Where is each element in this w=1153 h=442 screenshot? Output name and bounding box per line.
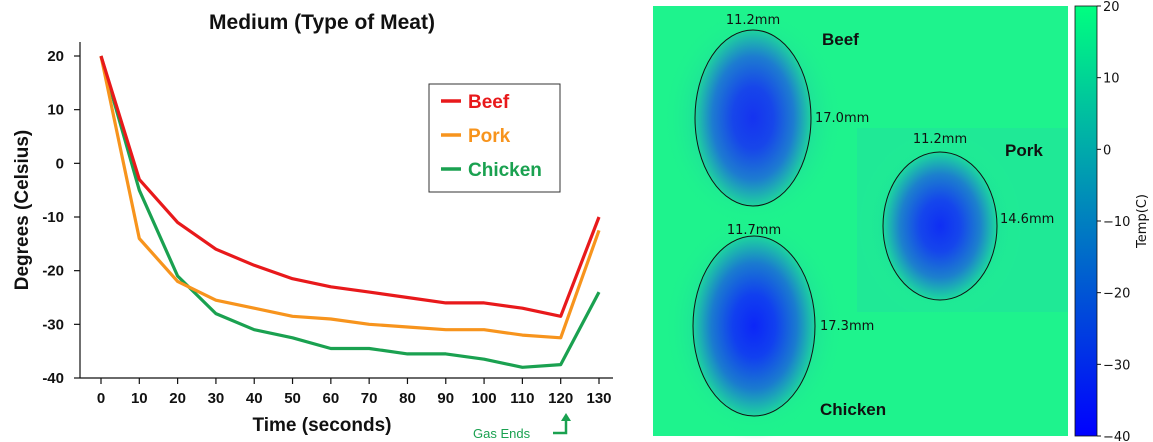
beef-region: 11.2mm 17.0mm Beef [661, 6, 869, 230]
chart-title: Medium (Type of Meat) [209, 11, 435, 34]
chicken-ellipse [692, 235, 816, 417]
colorbar-label: Temp(C) [1135, 194, 1150, 249]
x-tick-label: 20 [169, 390, 186, 407]
legend-label-beef: Beef [468, 92, 510, 113]
colorbar-tick-label: −20 [1103, 287, 1130, 302]
x-axis-ticks: 0 10 20 30 40 50 60 70 80 90 100 110 120 130 [97, 378, 612, 407]
series-line-beef [99, 55, 601, 318]
x-tick-label: 110 [510, 390, 534, 407]
y-tick-label: 20 [47, 48, 64, 65]
colorbar: 20 10 0 −10 −20 −30 −40 Temp(C) [1074, 0, 1150, 442]
x-tick-label: 0 [97, 390, 105, 407]
chicken-width-label: 11.7mm [727, 223, 781, 238]
series-line-chicken [99, 55, 601, 369]
legend: Beef Pork Chicken [428, 83, 561, 193]
y-axis-label: Degrees (Celsius) [12, 130, 33, 291]
y-tick-label: -30 [42, 316, 64, 333]
gas-ends-annotation: Gas Ends [473, 413, 571, 441]
beef-ellipse [694, 29, 812, 207]
gas-ends-label: Gas Ends [473, 426, 531, 441]
heatmap-panel: 11.2mm 17.0mm Beef 11.2mm 14.6mm Pork 11… [653, 6, 1068, 440]
colorbar-ticks: 20 10 0 −10 −20 −30 −40 [1097, 0, 1130, 442]
pork-label: Pork [1005, 141, 1043, 160]
x-tick-label: 60 [323, 390, 340, 407]
x-tick-label: 90 [437, 390, 454, 407]
y-tick-label: 10 [47, 102, 64, 119]
y-axis-ticks: 20 10 0 -10 -20 -30 -40 [42, 48, 80, 387]
x-tick-label: 50 [284, 390, 301, 407]
legend-label-pork: Pork [468, 126, 511, 147]
x-tick-label: 10 [131, 390, 148, 407]
y-tick-label: -10 [42, 209, 64, 226]
series-line-pork [99, 55, 601, 340]
x-tick-label: 30 [208, 390, 225, 407]
y-tick-label: -20 [42, 263, 64, 280]
y-tick-label: 0 [56, 155, 64, 172]
colorbar-tick-label: 20 [1103, 0, 1120, 15]
x-tick-label: 70 [361, 390, 378, 407]
pork-ellipse [882, 151, 998, 301]
chicken-height-label: 17.3mm [820, 319, 874, 334]
x-tick-label: 80 [399, 390, 416, 407]
colorbar-tick-label: 10 [1103, 72, 1120, 87]
colorbar-gradient [1074, 5, 1098, 437]
pork-height-label: 14.6mm [1000, 212, 1054, 227]
beef-width-label: 11.2mm [726, 13, 780, 28]
beef-height-label: 17.0mm [815, 111, 869, 126]
x-tick-label: 100 [472, 390, 497, 407]
colorbar-tick-label: −30 [1103, 358, 1130, 373]
beef-label: Beef [822, 30, 859, 49]
x-axis-label: Time (seconds) [252, 415, 391, 436]
colorbar-tick-label: −40 [1103, 430, 1130, 442]
colorbar-tick-label: 0 [1103, 143, 1111, 158]
x-tick-label: 40 [246, 390, 263, 407]
pork-width-label: 11.2mm [913, 132, 967, 147]
line-chart: Medium (Type of Meat) 20100-10-20-30-40 … [12, 11, 613, 441]
chicken-label: Chicken [820, 400, 886, 419]
gas-ends-arrowhead-icon [561, 413, 571, 421]
y-tick-label: -40 [42, 370, 64, 387]
gas-ends-arrow-icon [553, 420, 568, 435]
x-tick-label: 120 [548, 390, 573, 407]
chicken-region: 11.7mm 17.3mm Chicken [662, 212, 886, 440]
legend-label-chicken: Chicken [468, 160, 542, 181]
series-lines [99, 55, 601, 369]
pork-region: 11.2mm 14.6mm Pork [857, 128, 1068, 320]
colorbar-tick-label: −10 [1103, 215, 1130, 230]
x-tick-label: 130 [586, 390, 611, 407]
